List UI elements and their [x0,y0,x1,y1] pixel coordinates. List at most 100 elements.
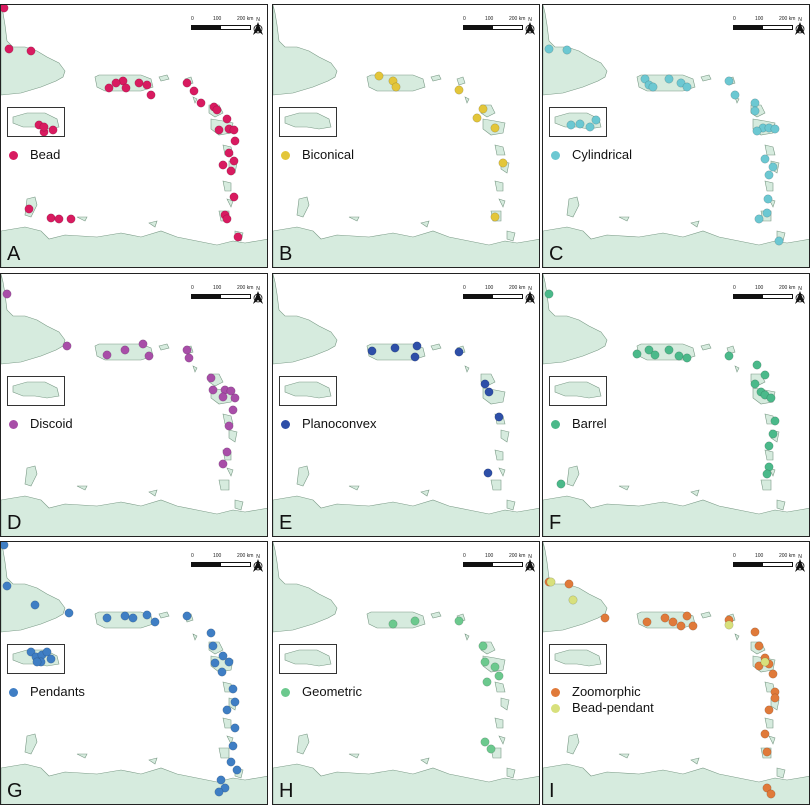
svg-text:N: N [256,286,260,292]
jamaica-inset-box [7,644,65,674]
site-marker [682,82,692,92]
svg-text:N: N [528,17,532,23]
hispaniola-landmass [273,5,338,96]
site-marker [24,204,34,214]
svg-text:N: N [798,554,802,560]
legend: Biconical [281,147,354,163]
jamaica-inset-box [549,107,607,137]
site-marker [224,148,234,158]
site-marker [230,136,240,146]
site-marker [218,160,228,170]
site-marker [498,158,508,168]
scale-label-100: 100 [213,285,222,291]
scale-label-200: 200 km [509,16,526,22]
caribbean-map [273,542,539,804]
map-panel-g: 0 100 200 km N Pendants G [0,541,268,805]
site-marker [120,345,130,355]
site-marker [676,78,686,88]
svg-text:N: N [798,286,802,292]
south-america-landmass [543,763,809,804]
north-arrow-icon: N [253,286,263,304]
scale-label-200: 200 km [237,553,254,559]
south-america-landmass [1,495,267,536]
site-marker [760,729,770,739]
south-america-landmass [1,226,267,267]
site-marker [62,341,72,351]
legend-label: Cylindrical [572,147,632,162]
panel-letter: H [279,780,294,802]
legend-swatch [9,419,18,429]
site-marker [768,162,778,172]
site-marker [454,616,464,626]
caribbean-map [543,542,809,804]
north-arrow-icon: N [525,554,535,572]
scale-label-200: 200 km [779,16,796,22]
site-marker [121,83,131,93]
scale-label-100: 100 [213,16,222,22]
legend-swatch [551,687,560,697]
north-arrow-icon: N [253,554,263,572]
site-marker [750,106,760,116]
caribbean-map [1,274,267,536]
site-marker [212,105,222,115]
jamaica-landmass [284,381,332,399]
site-marker [46,654,56,664]
scale-label-100: 100 [485,553,494,559]
site-marker [102,350,112,360]
scale-bar: 0 100 200 km [733,285,797,305]
legend: Barrel [551,416,607,432]
site-marker [660,613,670,623]
site-marker [228,405,238,415]
site-marker [222,114,232,124]
site-marker [32,657,42,667]
south-america-landmass [543,226,809,267]
map-panel-f: 0 100 200 km N Barrel F [542,273,810,537]
scale-label-100: 100 [485,285,494,291]
site-marker [39,122,49,132]
caribbean-map [1,5,267,267]
site-marker [591,115,601,125]
legend-item: Planoconvex [281,416,376,432]
jamaica-inset-box [279,107,337,137]
hispaniola-landmass [543,5,608,96]
scale-bar: 0 100 200 km [463,16,527,36]
scale-bar: 0 100 200 km [191,16,255,36]
north-arrow-icon: N [795,554,805,572]
site-marker [490,123,500,133]
panel-letter: E [279,512,293,534]
legend: Zoomorphic Bead-pendant [551,684,654,716]
site-marker [730,90,740,100]
site-marker [562,45,572,55]
legend: Pendants [9,684,85,700]
site-marker [142,80,152,90]
scale-label-0: 0 [463,553,466,559]
site-marker [763,194,773,204]
legend-label: Bead [30,147,61,162]
map-panel-a: 0 100 200 km N Bead A [0,4,268,268]
site-marker [46,213,56,223]
site-marker [206,373,216,383]
site-marker [2,289,12,299]
north-arrow-icon: N [525,17,535,35]
site-marker [486,744,496,754]
site-marker [764,170,774,180]
jamaica-landmass [554,381,602,399]
scale-label-100: 100 [485,16,494,22]
site-marker [64,608,74,618]
site-marker [478,641,488,651]
site-marker [224,421,234,431]
legend-item: Cylindrical [551,147,632,163]
site-marker [128,613,138,623]
site-marker [750,379,760,389]
scale-bar-graphic [191,25,251,30]
scale-label-200: 200 km [509,553,526,559]
site-marker [544,289,554,299]
site-marker [664,345,674,355]
site-markers [544,44,784,246]
legend: Bead [9,147,60,163]
site-marker [483,468,493,478]
site-marker [4,44,14,54]
site-marker [218,392,228,402]
scale-label-100: 100 [213,553,222,559]
site-marker [214,787,224,797]
